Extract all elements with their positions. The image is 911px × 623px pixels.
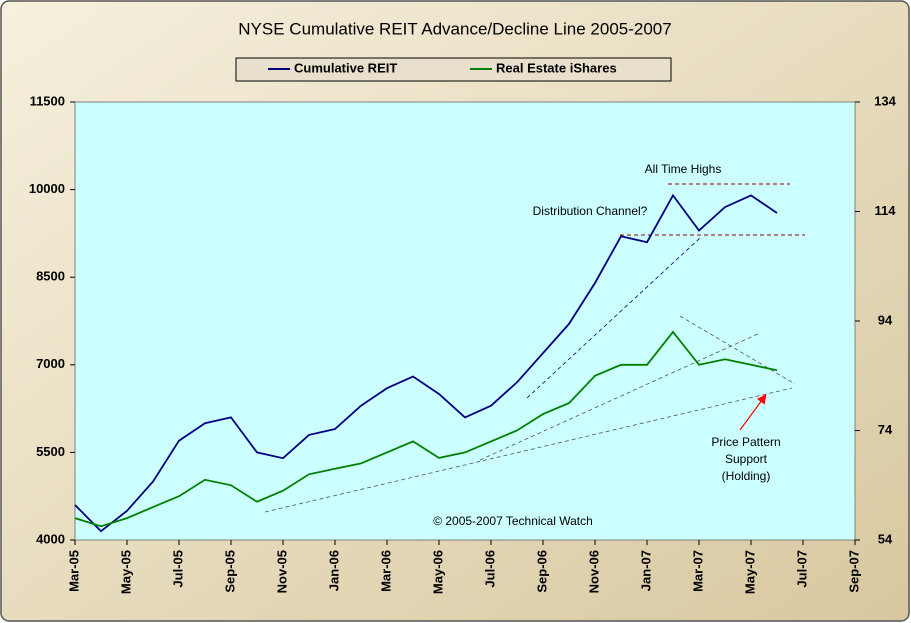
x-tick-label: May-06 — [430, 550, 445, 594]
x-tick-label: Sep-06 — [534, 550, 549, 593]
x-tick-label: Jul-06 — [482, 550, 497, 588]
y2-tick-label: 74 — [878, 422, 893, 437]
x-tick-label: Mar-07 — [690, 550, 705, 592]
annotation: Price Pattern Support (Holding) — [711, 435, 780, 483]
annotation: Distribution Channel? — [533, 204, 648, 218]
x-tick-label: Nov-06 — [586, 550, 601, 593]
x-tick-label: Mar-06 — [378, 550, 393, 592]
y2-tick-label: 114 — [875, 203, 897, 218]
series-line — [74, 330, 778, 528]
x-tick-label: Jul-05 — [170, 550, 185, 588]
x-tick-label: Sep-05 — [222, 550, 237, 593]
x-tick-label: May-05 — [118, 550, 133, 594]
y2-tick-label: 94 — [878, 312, 893, 327]
y2-tick-label: 134 — [874, 93, 896, 108]
x-tick-label: Jul-07 — [794, 550, 809, 588]
x-tick-label: Jan-07 — [638, 550, 653, 591]
chart-title: NYSE Cumulative REIT Advance/Decline Lin… — [238, 19, 671, 38]
y2-tick-label: 54 — [878, 531, 893, 546]
y-tick-label: 4000 — [36, 531, 65, 546]
y-tick-label: 11500 — [30, 93, 65, 108]
x-tick-label: Mar-05 — [66, 550, 81, 592]
x-tick-label: Nov-05 — [274, 550, 289, 593]
series-line — [74, 193, 778, 533]
arrow — [739, 394, 767, 431]
x-tick-label: Jan-06 — [326, 550, 341, 591]
annotation: All Time Highs — [645, 162, 722, 176]
x-tick-label: May-07 — [742, 550, 757, 594]
legend-box — [235, 57, 672, 82]
plot-area — [74, 101, 856, 541]
y-tick-label: 10000 — [29, 181, 65, 196]
legend-label: Real Estate iShares — [496, 60, 617, 75]
y-tick-label: 7000 — [36, 356, 65, 371]
annotation: © 2005-2007 Technical Watch — [433, 514, 593, 528]
x-tick-label: Sep-07 — [846, 550, 861, 593]
y-tick-label: 5500 — [36, 444, 65, 459]
y-tick-label: 8500 — [36, 269, 65, 284]
legend-label: Cumulative REIT — [294, 60, 397, 75]
